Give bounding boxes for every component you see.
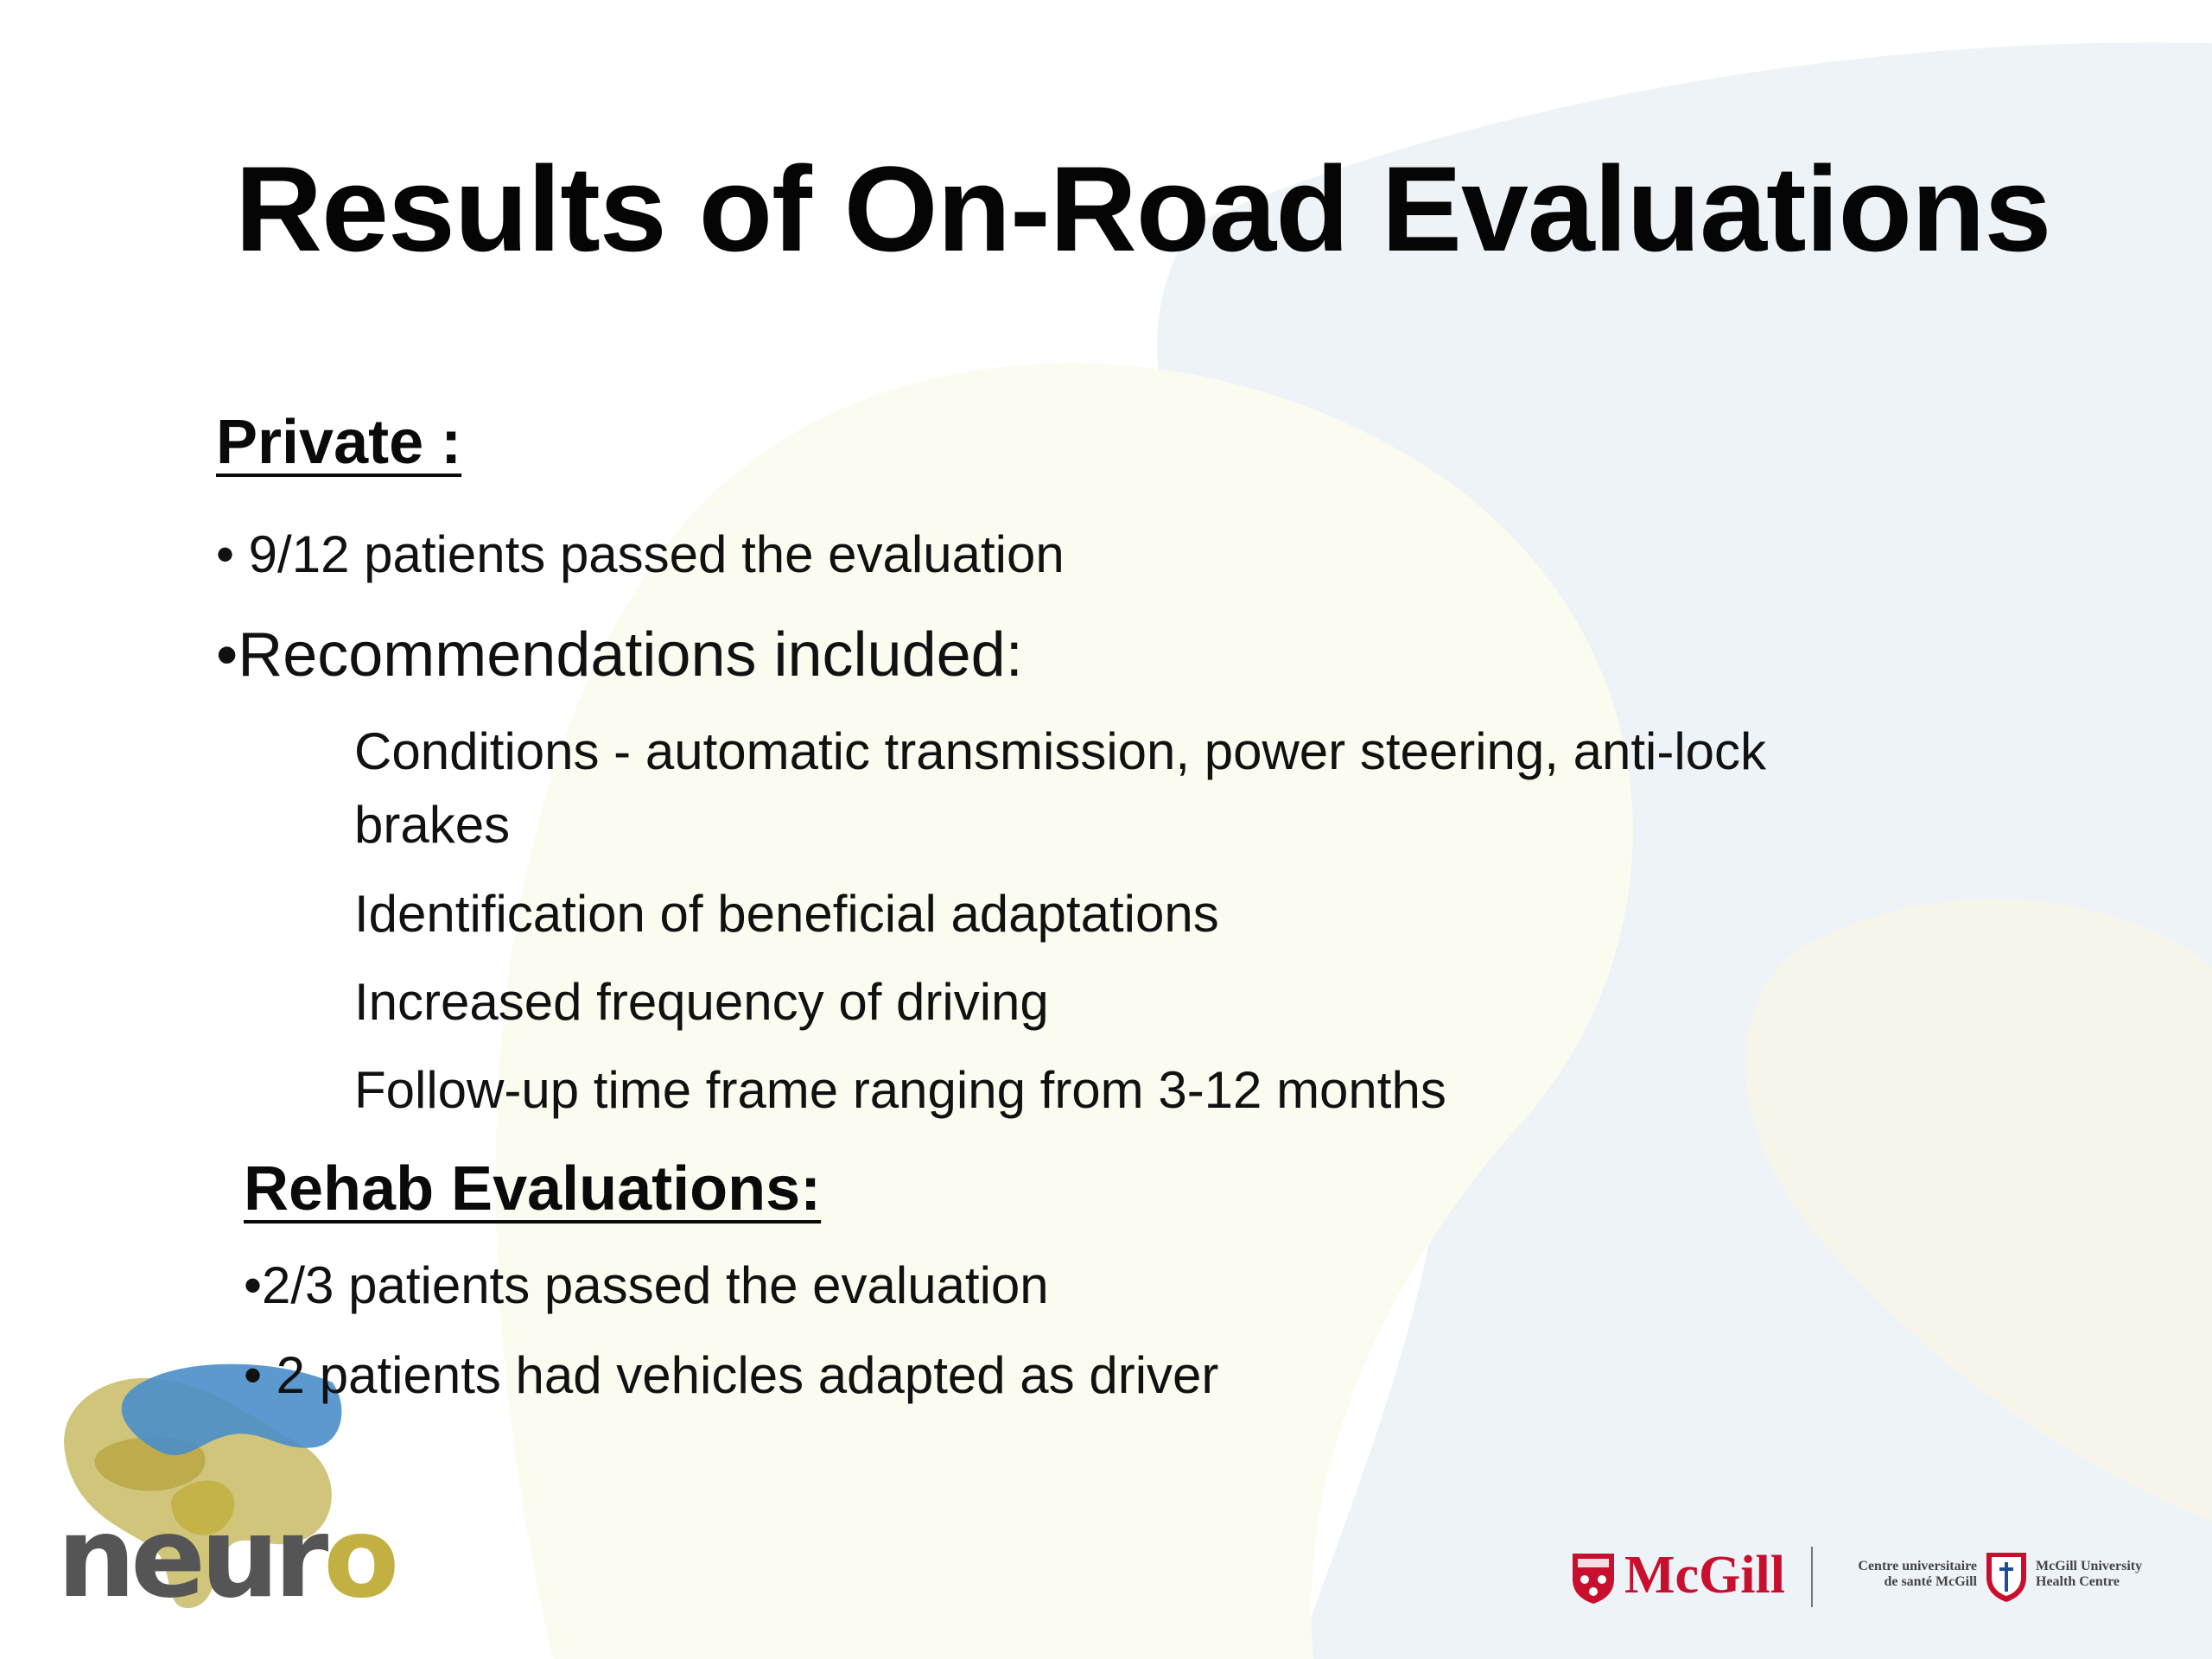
rehab-bullet-passed: •2/3 patients passed the evaluation xyxy=(244,1256,1049,1314)
private-bullet-recommendations: •Recommendations included: xyxy=(216,620,1023,690)
mcgill-wordmark: McGill xyxy=(1624,1546,1785,1605)
recommendation-item-continued: brakes xyxy=(354,796,511,854)
recommendation-item: Conditions - automatic transmission, pow… xyxy=(354,722,1767,780)
recommendation-item: Follow-up time frame ranging from 3-12 m… xyxy=(354,1061,1446,1119)
logo-divider xyxy=(1811,1547,1813,1607)
neuro-brain-icon xyxy=(64,1363,342,1609)
muhc-shield-icon xyxy=(1986,1553,2026,1602)
slide-title: Results of On-Road Evaluations xyxy=(235,141,2051,276)
private-bullet-passed: • 9/12 patients passed the evaluation xyxy=(216,525,1065,583)
recommendation-item: Increased frequency of driving xyxy=(354,973,1049,1031)
private-heading: Private : xyxy=(216,408,462,477)
rehab-heading: Rehab Evaluations: xyxy=(244,1154,822,1224)
neuro-wordmark: neuro xyxy=(57,1494,399,1623)
muhc-name-french: Centre universitaire de santé McGill xyxy=(1858,1559,1977,1590)
rehab-bullet-adapted: • 2 patients had vehicles adapted as dri… xyxy=(244,1346,1219,1404)
muhc-name-english: McGill University Health Centre xyxy=(2036,1559,2143,1590)
recommendation-item: Identification of beneficial adaptations xyxy=(354,885,1219,943)
mcgill-shield-icon xyxy=(1573,1554,1614,1604)
